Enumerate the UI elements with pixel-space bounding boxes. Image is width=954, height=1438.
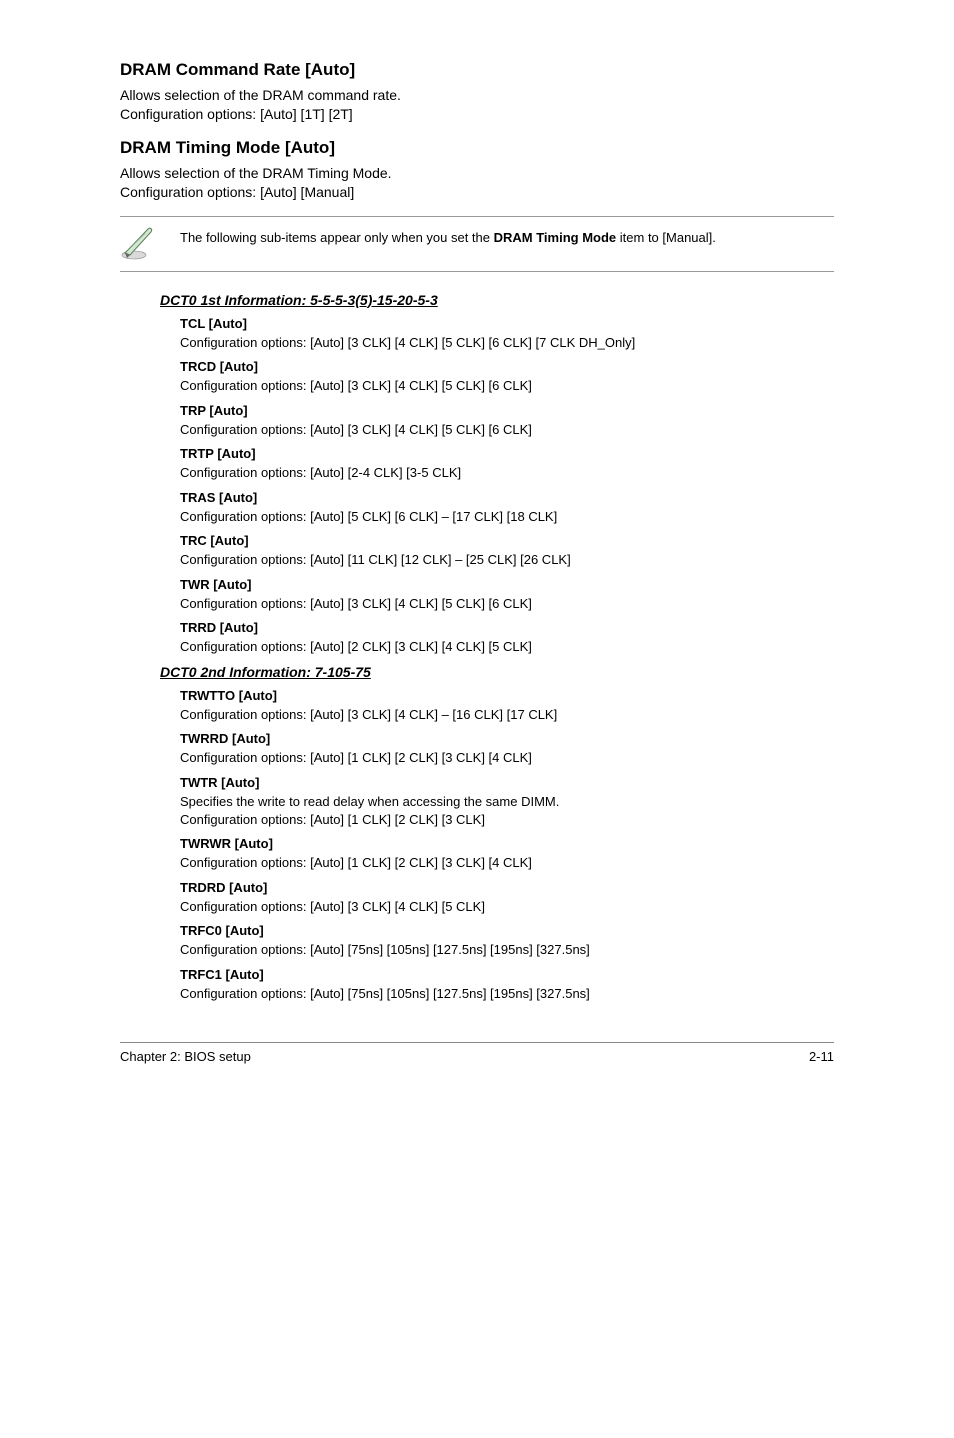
config-item-desc: Configuration options: [Auto] [3 CLK] [4… [180, 334, 834, 352]
config-item-desc: Configuration options: [Auto] [3 CLK] [4… [180, 595, 834, 613]
config-item-desc: Configuration options: [Auto] [2-4 CLK] … [180, 464, 834, 482]
config-item-name: TRCD [Auto] [180, 359, 834, 374]
note-bold: DRAM Timing Mode [494, 230, 617, 245]
config-item-desc: Configuration options: [Auto] [2 CLK] [3… [180, 638, 834, 656]
config-item: TRC [Auto] Configuration options: [Auto]… [180, 533, 834, 569]
config-item-name: TRFC0 [Auto] [180, 923, 834, 938]
note-suffix: item to [Manual]. [616, 230, 716, 245]
config-item-desc: Configuration options: [Auto] [3 CLK] [4… [180, 377, 834, 395]
config-item-name: TRTP [Auto] [180, 446, 834, 461]
config-item-name: TWRWR [Auto] [180, 836, 834, 851]
config-item: TRCD [Auto] Configuration options: [Auto… [180, 359, 834, 395]
section-body: Allows selection of the DRAM command rat… [120, 86, 834, 124]
note-prefix: The following sub-items appear only when… [180, 230, 494, 245]
config-item-desc: Specifies the write to read delay when a… [180, 793, 834, 828]
config-item-name: TCL [Auto] [180, 316, 834, 331]
config-item: TWTR [Auto] Specifies the write to read … [180, 775, 834, 828]
config-item-name: TRC [Auto] [180, 533, 834, 548]
config-item: TRAS [Auto] Configuration options: [Auto… [180, 490, 834, 526]
pen-icon [120, 225, 160, 261]
config-item-name: TRWTTO [Auto] [180, 688, 834, 703]
config-item-desc: Configuration options: [Auto] [75ns] [10… [180, 941, 834, 959]
section-block-0: DRAM Command Rate [Auto] Allows selectio… [120, 60, 834, 124]
config-item: TRDRD [Auto] Configuration options: [Aut… [180, 880, 834, 916]
section-body: Allows selection of the DRAM Timing Mode… [120, 164, 834, 202]
config-item-name: TRAS [Auto] [180, 490, 834, 505]
config-item: TWRRD [Auto] Configuration options: [Aut… [180, 731, 834, 767]
config-item-desc: Configuration options: [Auto] [5 CLK] [6… [180, 508, 834, 526]
group-items-1: TRWTTO [Auto] Configuration options: [Au… [120, 688, 834, 1002]
note-text: The following sub-items appear only when… [180, 223, 716, 247]
config-item: TRTP [Auto] Configuration options: [Auto… [180, 446, 834, 482]
config-item-desc: Configuration options: [Auto] [75ns] [10… [180, 985, 834, 1003]
config-item: TRP [Auto] Configuration options: [Auto]… [180, 403, 834, 439]
config-item-desc: Configuration options: [Auto] [1 CLK] [2… [180, 854, 834, 872]
config-item: TRFC1 [Auto] Configuration options: [Aut… [180, 967, 834, 1003]
config-item-desc: Configuration options: [Auto] [11 CLK] [… [180, 551, 834, 569]
footer-left: Chapter 2: BIOS setup [120, 1049, 251, 1064]
config-item-name: TRRD [Auto] [180, 620, 834, 635]
config-item-desc: Configuration options: [Auto] [3 CLK] [4… [180, 898, 834, 916]
group-title: DCT0 2nd Information: 7-105-75 [160, 664, 834, 680]
config-item-desc: Configuration options: [Auto] [1 CLK] [2… [180, 749, 834, 767]
group-items-0: TCL [Auto] Configuration options: [Auto]… [120, 316, 834, 656]
config-item-name: TWRRD [Auto] [180, 731, 834, 746]
config-item-name: TRP [Auto] [180, 403, 834, 418]
config-item-name: TRFC1 [Auto] [180, 967, 834, 982]
config-item: TCL [Auto] Configuration options: [Auto]… [180, 316, 834, 352]
config-item: TWRWR [Auto] Configuration options: [Aut… [180, 836, 834, 872]
config-item-desc: Configuration options: [Auto] [3 CLK] [4… [180, 421, 834, 439]
footer-right: 2-11 [809, 1049, 834, 1064]
section-block-1: DRAM Timing Mode [Auto] Allows selection… [120, 138, 834, 202]
config-item: TWR [Auto] Configuration options: [Auto]… [180, 577, 834, 613]
config-item-name: TWR [Auto] [180, 577, 834, 592]
note-callout: The following sub-items appear only when… [120, 216, 834, 272]
page-footer: Chapter 2: BIOS setup 2-11 [120, 1042, 834, 1064]
config-item: TRFC0 [Auto] Configuration options: [Aut… [180, 923, 834, 959]
config-item-name: TWTR [Auto] [180, 775, 834, 790]
config-item-name: TRDRD [Auto] [180, 880, 834, 895]
config-item: TRWTTO [Auto] Configuration options: [Au… [180, 688, 834, 724]
config-item: TRRD [Auto] Configuration options: [Auto… [180, 620, 834, 656]
config-item-desc: Configuration options: [Auto] [3 CLK] [4… [180, 706, 834, 724]
section-heading: DRAM Timing Mode [Auto] [120, 138, 834, 158]
group-title: DCT0 1st Information: 5-5-5-3(5)-15-20-5… [160, 292, 834, 308]
section-heading: DRAM Command Rate [Auto] [120, 60, 834, 80]
